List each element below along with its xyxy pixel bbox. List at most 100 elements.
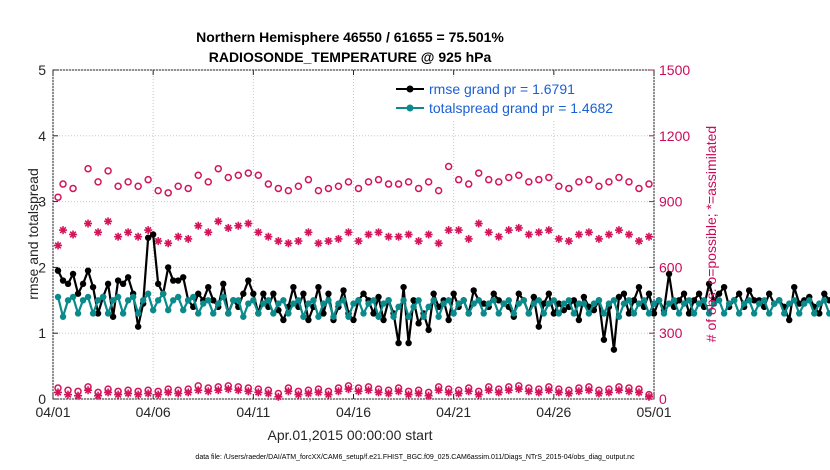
spread-point xyxy=(505,297,512,304)
rmse-point xyxy=(480,300,487,307)
assimilated-marker xyxy=(364,230,373,239)
star-stroke xyxy=(395,233,402,241)
rmse-point xyxy=(745,287,753,294)
assimilated-marker xyxy=(254,228,263,237)
spread-point xyxy=(470,300,477,307)
assimilated-marker xyxy=(234,386,243,395)
rmse-point xyxy=(826,297,830,304)
spread-point xyxy=(500,300,507,307)
star-stroke xyxy=(224,385,232,393)
rmse-point xyxy=(490,290,497,297)
rmse-point xyxy=(685,310,693,317)
possible-marker xyxy=(84,164,92,173)
star-stroke xyxy=(164,239,172,247)
rmse-point xyxy=(680,290,688,297)
rmse-point xyxy=(705,280,713,288)
rmse-point xyxy=(320,310,327,317)
star-stroke xyxy=(425,392,433,400)
star-stroke xyxy=(284,239,292,247)
star-stroke xyxy=(114,391,122,399)
possible-marker xyxy=(284,186,293,195)
y-tick-label: 5 xyxy=(38,62,46,78)
assimilated-marker xyxy=(69,230,78,239)
assimilated-marker xyxy=(144,389,153,398)
star-stroke xyxy=(74,392,82,400)
spread-point xyxy=(89,310,97,317)
assimilated-marker xyxy=(604,388,613,397)
spread-point xyxy=(74,310,82,317)
y-tick-label: 2 xyxy=(38,259,46,275)
spread-point xyxy=(265,297,272,304)
legend-rmse-label: rmse grand pr = 1.6791 xyxy=(429,81,575,97)
assimilated-marker xyxy=(214,386,223,395)
assimilated-marker xyxy=(114,232,123,241)
rmse-point xyxy=(645,290,653,297)
star-stroke xyxy=(535,228,543,236)
rmse-point xyxy=(796,300,803,307)
spread-point xyxy=(480,310,487,317)
y-tick-label: 1 xyxy=(38,325,46,341)
rmse-point xyxy=(515,290,522,297)
assimilated-marker xyxy=(594,234,603,243)
spread-point xyxy=(455,300,462,307)
spread-point xyxy=(139,297,147,304)
possible-marker xyxy=(545,173,553,182)
spread-point xyxy=(159,290,167,297)
spread-point xyxy=(170,297,177,304)
possible-marker xyxy=(575,178,583,186)
assimilated-marker xyxy=(384,389,393,398)
spread-point xyxy=(605,300,613,307)
rmse-point xyxy=(280,316,287,324)
star-stroke xyxy=(315,239,322,247)
assimilated-marker xyxy=(134,232,143,241)
spread-point xyxy=(290,300,297,307)
spread-point xyxy=(400,297,407,304)
possible-marker xyxy=(204,178,213,186)
spread-point xyxy=(460,297,467,304)
possible-marker xyxy=(535,175,543,184)
star-stroke xyxy=(555,389,563,396)
spread-point xyxy=(655,297,663,304)
star-stroke xyxy=(545,226,553,234)
possible-marker xyxy=(474,169,483,177)
rmse-point xyxy=(545,290,553,297)
rmse-point xyxy=(580,293,588,301)
assimilated-marker xyxy=(614,386,623,395)
rmse-point xyxy=(650,310,658,317)
star-stroke xyxy=(84,386,92,394)
spread-point xyxy=(99,293,107,301)
possible-marker xyxy=(625,178,633,186)
possible-marker xyxy=(555,182,563,190)
possible-marker xyxy=(104,167,112,175)
spread-point xyxy=(195,310,202,317)
possible-marker xyxy=(424,178,433,186)
spread-point xyxy=(134,310,142,317)
star-stroke xyxy=(575,387,583,395)
spread-point xyxy=(315,313,322,320)
assimilated-marker xyxy=(344,228,353,237)
possible-marker xyxy=(59,180,67,188)
star-stroke xyxy=(274,393,282,401)
assimilated-marker xyxy=(374,388,383,397)
possible-marker xyxy=(314,186,323,195)
spread-point xyxy=(590,300,598,307)
legend: rmse grand pr = 1.6791 totalspread grand… xyxy=(392,78,646,120)
star-stroke xyxy=(475,220,483,227)
y-right-tick-label: 300 xyxy=(659,325,683,341)
star-stroke xyxy=(345,385,352,393)
rmse-point xyxy=(735,290,743,297)
spread-point xyxy=(210,310,217,317)
x-tick-label: 04/11 xyxy=(236,404,270,420)
spread-point xyxy=(370,297,377,304)
assimilated-marker xyxy=(534,228,543,237)
y-axis-right-label: # of obs: o=possible; *=assimilated xyxy=(703,126,719,342)
star-stroke xyxy=(485,386,493,394)
star-stroke xyxy=(625,231,633,238)
possible-marker xyxy=(605,178,613,186)
star-stroke xyxy=(94,228,102,236)
y-axis-label: rmse and totalspread xyxy=(25,168,41,300)
star-stroke xyxy=(264,233,272,241)
rmse-point xyxy=(250,290,257,297)
spread-point xyxy=(710,300,718,307)
